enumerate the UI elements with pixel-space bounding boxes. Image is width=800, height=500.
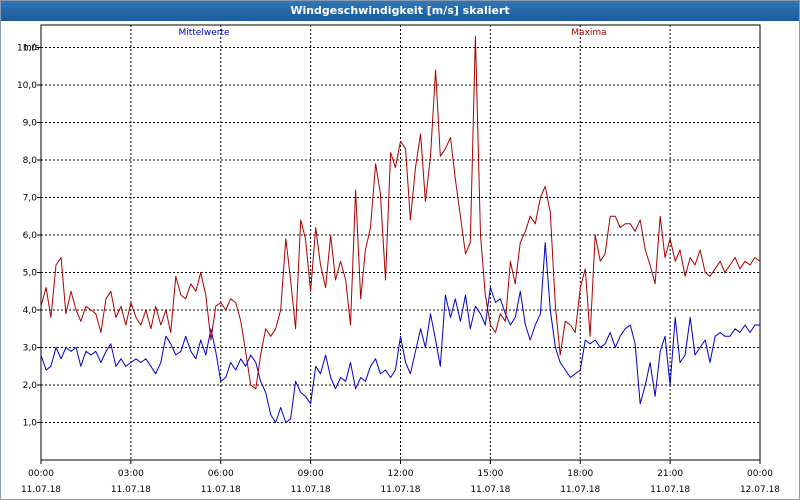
series — [40, 35, 761, 423]
window-title: Windgeschwindigkeit [m/s] skaliert — [1, 1, 799, 21]
x-tick-time-label: 09:00 — [298, 469, 324, 479]
x-tick-time-label: 12:00 — [388, 469, 414, 479]
legend-label-mittelwerte: Mittelwerte — [178, 28, 229, 38]
legend: Mittelwerte Maxima — [178, 28, 606, 38]
x-tick-time-label: 06:00 — [208, 469, 234, 479]
x-tick-date-label: 11.07.18 — [560, 485, 600, 495]
x-tick-time-label: 00:00 — [747, 469, 773, 479]
x-tick-date-label: 11.07.18 — [111, 485, 151, 495]
grid — [41, 25, 760, 460]
y-tick-label: 9,0 — [23, 119, 38, 129]
y-tick-label: 8,0 — [23, 156, 38, 166]
y-tick-label: 11,0 — [17, 44, 37, 54]
series-line-mittelwerte — [40, 242, 760, 423]
x-tick-date-label: 11.07.18 — [21, 485, 61, 495]
y-tick-label: 6,0 — [23, 231, 38, 241]
y-tick-label: 5,0 — [23, 269, 38, 279]
x-tick-date-label: 11.07.18 — [291, 485, 331, 495]
x-tick-time-label: 21:00 — [657, 469, 683, 479]
x-tick-time-label: 03:00 — [118, 469, 144, 479]
y-tick-label: 1,0 — [23, 419, 38, 429]
x-tick-date-label: 12.07.18 — [740, 485, 780, 495]
x-tick-time-label: 00:00 — [28, 469, 54, 479]
y-tick-label: 4,0 — [23, 306, 38, 316]
x-tick-date-label: 11.07.18 — [380, 485, 420, 495]
y-tick-label: 10,0 — [17, 81, 37, 91]
axes: 1,0 2,0 3,0 4,0 5,0 6,0 7,0 8,0 9,0 10,0 11,0 00:00… — [17, 24, 780, 495]
plot-frame — [40, 24, 761, 461]
y-tick-label: 3,0 — [23, 344, 38, 354]
legend-label-maxima: Maxima — [571, 28, 606, 38]
x-tick-date-label: 11.07.18 — [201, 485, 241, 495]
x-tick-time-label: 15:00 — [477, 469, 503, 479]
y-axis-unit-label: m/s — [23, 43, 40, 53]
x-tick-date-label: 11.07.18 — [650, 485, 690, 495]
y-tick-label: 2,0 — [23, 381, 38, 391]
x-tick-time-label: 18:00 — [567, 469, 593, 479]
y-tick-label: 7,0 — [23, 194, 38, 204]
series-line-maxima — [40, 35, 761, 390]
x-tick-date-label: 11.07.18 — [470, 485, 510, 495]
